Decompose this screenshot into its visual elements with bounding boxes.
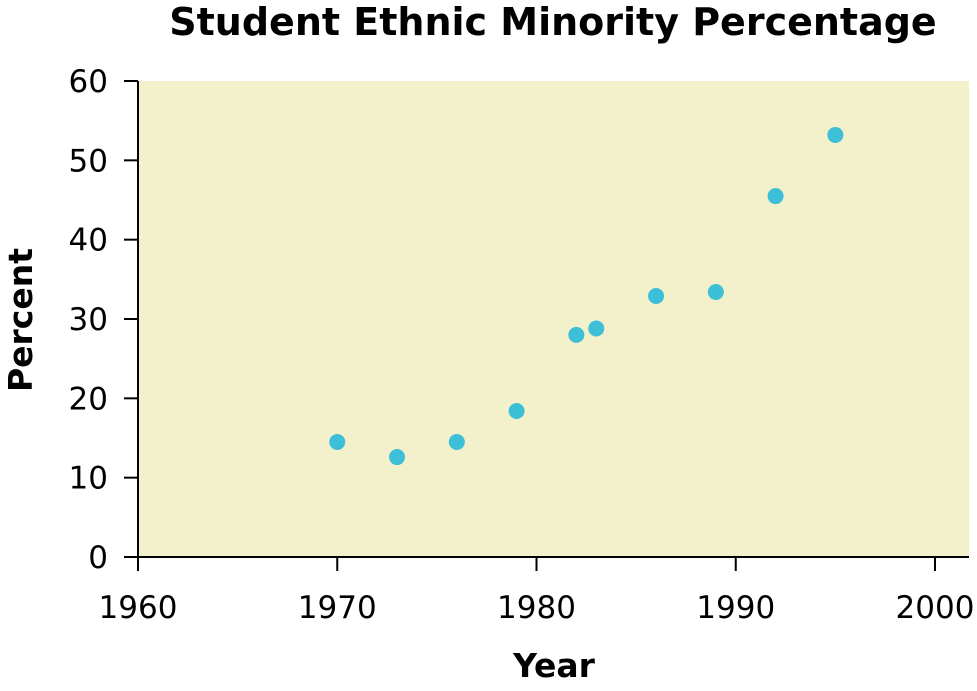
- data-point: [648, 287, 665, 304]
- y-tick-label: 0: [88, 540, 108, 576]
- x-tick-label: 1970: [298, 590, 377, 626]
- x-tick-label: 2000: [896, 590, 975, 626]
- y-axis-title: Percent: [1, 248, 40, 392]
- data-point: [448, 433, 465, 450]
- data-point: [568, 326, 585, 343]
- data-points: [329, 126, 844, 466]
- y-tick-label: 50: [69, 143, 108, 179]
- x-tick-label: 1980: [497, 590, 576, 626]
- y-tick-label: 30: [69, 302, 108, 338]
- x-axis-title: Year: [512, 646, 596, 685]
- y-tick-label: 40: [69, 223, 108, 259]
- data-point: [389, 449, 406, 466]
- x-tick-label: 1990: [696, 590, 775, 626]
- y-axis-ticks: 0 10 20 30 40 50 60: [69, 64, 138, 576]
- plot-area: [138, 81, 969, 557]
- data-point: [508, 403, 525, 420]
- data-point: [767, 188, 784, 205]
- x-axis-ticks: 1960 1970 1980 1990 2000: [99, 557, 975, 626]
- data-point: [827, 126, 844, 143]
- data-point: [329, 433, 346, 450]
- data-point: [707, 284, 724, 301]
- y-tick-label: 60: [69, 64, 108, 100]
- y-tick-label: 10: [69, 461, 108, 497]
- x-tick-label: 1960: [99, 590, 178, 626]
- data-point: [588, 320, 605, 337]
- chart-title: Student Ethnic Minority Percentage: [169, 0, 936, 44]
- y-tick-label: 20: [69, 381, 108, 417]
